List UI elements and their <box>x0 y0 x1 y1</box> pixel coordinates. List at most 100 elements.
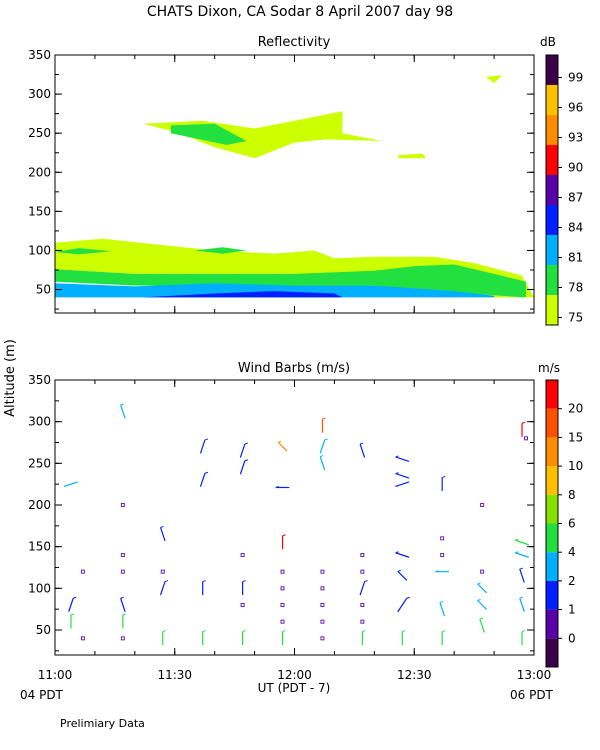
calm-point <box>120 503 125 507</box>
calm-point <box>360 569 365 574</box>
wind-barb-flag <box>406 596 410 599</box>
calm-point <box>320 636 325 641</box>
colorbar-swatch <box>546 85 558 115</box>
colorbar-swatch <box>546 437 558 467</box>
wind-barb-flag <box>162 630 166 633</box>
wind-barb-flag <box>282 630 286 633</box>
wind-barb-flag <box>204 438 209 441</box>
calm-point <box>120 553 125 557</box>
wind-barb <box>359 443 366 458</box>
wind-barb-flag <box>70 613 75 616</box>
panel-0: 350 300 250 200 150 100 50 <box>28 48 535 314</box>
wind-barb-flag <box>275 486 279 488</box>
wind-barb-flag <box>244 442 249 445</box>
y-tick-label: 150 <box>28 204 51 218</box>
colorbar-swatch <box>546 408 558 438</box>
colorbar-tick-label: 90 <box>568 161 583 175</box>
wind-barb <box>359 581 366 596</box>
wind-barb <box>239 460 246 475</box>
y-tick-label: 350 <box>28 373 51 387</box>
colorbar-tick-label: 15 <box>568 430 583 444</box>
reflectivity-region-75 <box>486 75 503 84</box>
y-tick-label: 300 <box>28 87 51 101</box>
colorbar-tick-label: 1 <box>568 603 576 617</box>
colorbar-tick-label: 96 <box>568 101 583 115</box>
x-tick-label: 11:00 <box>38 668 73 682</box>
colorbar-tick-label: 0 <box>568 631 576 645</box>
colorbar-tick-label: 81 <box>568 251 583 265</box>
wind-barb <box>199 473 206 487</box>
wind-title: Wind Barbs (m/s) <box>238 361 350 376</box>
wind-barb-flag <box>479 617 484 620</box>
wind-barb <box>519 568 525 583</box>
colorbar-swatch <box>546 580 558 610</box>
wind-barb-flag <box>395 551 399 554</box>
wind-barb-flag <box>521 421 526 424</box>
wind-barb <box>397 570 408 581</box>
calm-point <box>80 569 85 574</box>
wind-barb <box>515 552 529 558</box>
wind-barb-flag <box>322 417 326 420</box>
wind-barb <box>519 598 525 612</box>
y-tick-label: 150 <box>28 540 51 554</box>
wind-barb <box>159 527 166 542</box>
wind-barb <box>439 602 446 617</box>
wind-barb-flag <box>439 600 444 603</box>
wind-barb <box>277 441 288 452</box>
colorbar-swatch <box>546 380 558 409</box>
colorbar-swatch <box>546 552 558 581</box>
wind-barb-flag <box>402 630 406 633</box>
calm-point <box>480 569 485 574</box>
reflectivity-region-81 <box>55 283 495 298</box>
calm-point <box>320 619 325 624</box>
reflectivity-region-84 <box>142 291 343 298</box>
wind-barb-flag <box>362 630 366 633</box>
wind-barb-flag <box>442 630 446 633</box>
wind-barb <box>120 598 126 612</box>
wind-barb-flag <box>320 455 324 458</box>
calm-point <box>240 553 245 557</box>
calm-point <box>320 603 325 607</box>
wind-barb <box>395 473 410 479</box>
calm-point <box>280 619 285 624</box>
wind-barb <box>395 456 410 462</box>
calm-point <box>280 569 285 574</box>
colorbar-tick-label: 78 <box>568 281 583 295</box>
calm-point <box>280 603 285 607</box>
y-tick-label: 200 <box>28 498 51 512</box>
wind-colorbar-unit: m/s <box>538 361 560 375</box>
x-end-label: 06 PDT <box>510 688 554 702</box>
colorbar-tick-label: 20 <box>568 402 583 416</box>
calm-point <box>480 503 485 507</box>
calm-point <box>440 553 445 557</box>
wind-barb-flag <box>120 403 124 406</box>
wind-barb-flag <box>395 455 399 458</box>
wind-barb-flag <box>397 569 401 572</box>
colorbar-swatch <box>546 175 558 205</box>
colorbar-tick-label: 10 <box>568 459 583 473</box>
x-axis-label: UT (PDT - 7) <box>258 681 331 695</box>
colorbar-tick-label: 84 <box>568 221 583 235</box>
colorbar-swatch <box>546 466 558 495</box>
wind-barb-flag <box>364 580 368 583</box>
wind-barb <box>159 581 166 596</box>
wind-barb <box>395 552 410 558</box>
calm-point <box>360 553 365 557</box>
wind-barb-flag <box>515 551 519 554</box>
wind-barb-flag <box>164 580 169 583</box>
reflectivity-title: Reflectivity <box>258 35 331 50</box>
colorbar-swatch <box>546 523 558 553</box>
colorbar-tick-label: 75 <box>568 311 583 325</box>
wind-barb <box>319 439 326 454</box>
panel-1: 350 300 250 200 150 100 50 <box>28 373 535 656</box>
wind-barb-flag <box>122 613 127 616</box>
wind-barb-flag <box>202 630 206 633</box>
colorbar-swatch <box>546 295 558 325</box>
colorbar-swatch <box>546 205 558 235</box>
colorbar-swatch <box>546 265 558 295</box>
wind-barb-flag <box>277 440 282 443</box>
wind-barb <box>397 597 408 613</box>
colorbar-0: 99 96 93 90 87 84 81 78 75 <box>545 54 583 326</box>
x-tick-label: 12:00 <box>277 668 312 682</box>
